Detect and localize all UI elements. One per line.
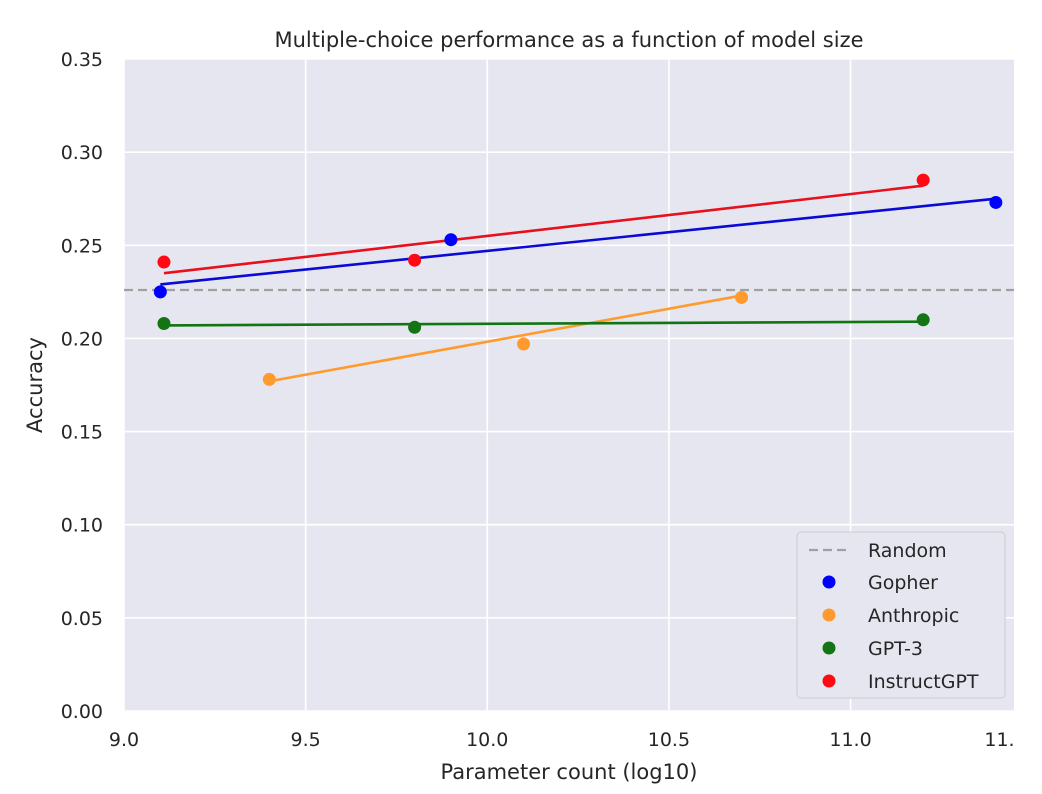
y-axis-label: Accuracy [23,337,47,433]
legend-gopher-label: Gopher [868,572,938,594]
y-tick-label: 0.05 [61,608,103,630]
gopher-point [444,233,458,247]
legend-instructgpt-swatch [822,674,836,688]
y-tick-label: 0.35 [61,49,103,71]
legend-anthropic-label: Anthropic [868,605,959,627]
x-axis-label: Parameter count (log10) [441,760,698,784]
instructgpt-point [916,173,930,187]
gpt-3-point [916,313,930,327]
chart-title: Multiple-choice performance as a functio… [274,28,863,52]
legend-instructgpt-label: InstructGPT [868,671,979,693]
x-tick-labels: 9.0 9.5 10.0 10.5 11.0 11. [109,729,1015,751]
legend-gopher-swatch [822,575,836,589]
x-tick-label: 9.0 [109,729,139,751]
instructgpt-point [408,253,422,267]
x-tick-label: 10.5 [648,729,690,751]
legend: Random Gopher Anthropic GPT-3 InstructGPT [796,531,1006,699]
y-tick-label: 0.30 [61,142,103,164]
y-tick-label: 0.20 [61,328,103,350]
y-tick-labels: 0.00 0.05 0.10 0.15 0.20 0.25 0.30 0.35 [61,49,103,723]
grid [123,58,1014,712]
anthropic-fit-line [269,294,742,383]
anthropic-point [262,372,276,386]
legend-gpt-3-label: GPT-3 [868,638,923,660]
y-tick-label: 0.10 [61,515,103,537]
gopher-point [989,195,1003,209]
anthropic-point [735,290,749,304]
instructgpt-fit-line [163,184,924,275]
x-tick-label: 10.0 [466,729,508,751]
y-tick-label: 0.25 [61,235,103,257]
x-tick-label: 9.5 [291,729,321,751]
fit-lines [160,184,996,383]
gopher-point [153,285,167,299]
gpt-3-point [408,320,422,334]
gopher-fit-line [160,197,996,286]
legend-gpt-3-swatch [822,641,836,655]
data-points [153,173,1003,386]
x-tick-label: 11. [984,729,1014,751]
x-tick-label: 11.0 [829,729,871,751]
gpt-3-fit-line [163,320,924,327]
gpt-3-point [157,317,171,331]
y-tick-label: 0.15 [61,422,103,444]
instructgpt-point [157,255,171,269]
y-tick-label: 0.00 [61,701,103,723]
legend-items: Random Gopher Anthropic GPT-3 InstructGPT [809,540,979,693]
anthropic-point [517,337,531,351]
legend-anthropic-swatch [822,608,836,622]
legend-box [796,531,1006,699]
legend-random-label: Random [868,540,947,562]
